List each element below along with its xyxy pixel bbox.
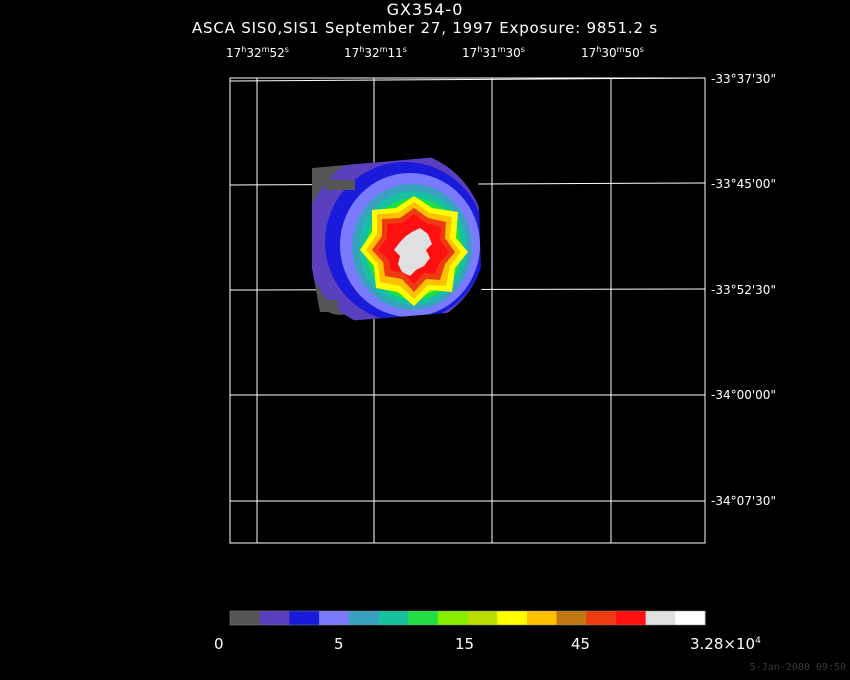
colorbar-label-15: 15 (455, 635, 475, 653)
colorbar-segment (319, 611, 350, 625)
colorbar-segment (645, 611, 676, 625)
colorbar-segment (289, 611, 320, 625)
ra-label-4: 17h30m50s (581, 45, 644, 60)
xray-intensity-image (312, 155, 482, 323)
timestamp: 5-Jan-2000 09:50 (749, 662, 846, 673)
colorbar-label-0: 0 (214, 635, 224, 653)
dec-label-5: -34°07'30" (711, 494, 776, 508)
colorbar-segment (675, 611, 706, 625)
ra-label-3: 17h31m30s (462, 45, 525, 60)
colorbar-segment (437, 611, 468, 625)
colorbar-label-45: 45 (571, 635, 591, 653)
image-frame (229, 77, 706, 544)
image-title: GX354-0 (386, 0, 464, 19)
colorbar-segment (259, 611, 290, 625)
ra-label-2: 17h32m11s (344, 45, 407, 60)
colorbar-segment (408, 611, 439, 625)
colorbar-segment (230, 611, 261, 625)
colorbar-segment (526, 611, 558, 625)
colorbar-frame (229, 610, 706, 626)
colorbar (230, 611, 706, 625)
image-subtitle: ASCA SIS0,SIS1 September 27, 1997 Exposu… (191, 19, 659, 37)
dec-label-4: -34°00'00" (711, 388, 776, 402)
colorbar-segment (586, 611, 617, 625)
colorbar-segment (615, 611, 647, 625)
colorbar-label-max: 3.28×104 (690, 635, 761, 653)
ra-label-1: 17h32m52s (226, 45, 289, 60)
coordinate-grid (229, 77, 706, 543)
colorbar-segment (348, 611, 379, 625)
colorbar-segment (378, 611, 409, 625)
colorbar-segment (556, 611, 587, 625)
dec-label-3: -33°52'30" (711, 283, 776, 297)
colorbar-segment (467, 611, 498, 625)
colorbar-label-5: 5 (334, 635, 344, 653)
colorbar-segment (497, 611, 528, 625)
dec-label-2: -33°45'00" (711, 177, 776, 191)
dec-label-1: -33°37'30" (711, 72, 776, 86)
